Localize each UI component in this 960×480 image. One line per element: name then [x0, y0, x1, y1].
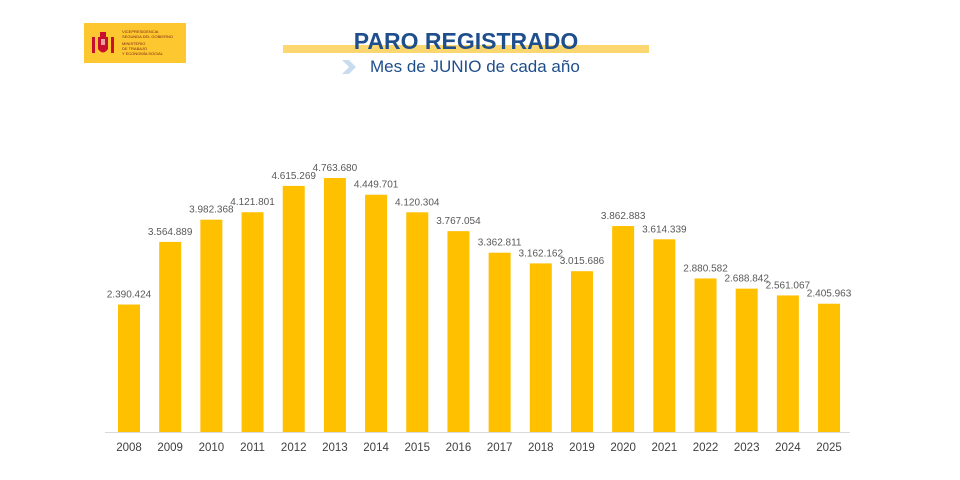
x-tick-label: 2010 — [199, 442, 225, 454]
data-label: 3.862.883 — [601, 211, 646, 222]
x-tick-label: 2018 — [528, 442, 554, 454]
data-label: 3.015.686 — [560, 256, 605, 267]
x-tick-label: 2011 — [240, 442, 265, 454]
government-logo: VICEPRESIDENCIA SEGUNDA DEL GOBIERNO MIN… — [84, 23, 186, 63]
bar-2013 — [323, 178, 346, 432]
data-label: 2.561.067 — [766, 280, 811, 291]
bar-2025 — [818, 303, 841, 432]
data-label: 4.121.801 — [230, 197, 275, 208]
data-label: 4.449.701 — [354, 180, 399, 191]
data-label: 3.982.368 — [189, 205, 234, 216]
x-tick-label: 2019 — [569, 442, 595, 454]
x-tick-label: 2013 — [322, 442, 348, 454]
page-subtitle: Mes de JUNIO de cada año — [370, 57, 580, 76]
bar-2010 — [200, 219, 223, 432]
data-label: 2.390.424 — [107, 290, 152, 301]
data-label: 2.405.963 — [807, 289, 852, 300]
bar-2018 — [529, 263, 552, 432]
bar-2009 — [159, 241, 182, 432]
bar-2016 — [447, 231, 470, 432]
data-label: 3.564.889 — [148, 227, 193, 238]
bar-2022 — [694, 278, 717, 432]
logo-text: VICEPRESIDENCIA SEGUNDA DEL GOBIERNO MIN… — [122, 29, 173, 56]
x-tick-label: 2025 — [816, 442, 842, 454]
data-label: 4.615.269 — [271, 171, 316, 182]
coat-of-arms-icon — [92, 32, 114, 53]
x-tick-label: 2020 — [610, 442, 636, 454]
chevron-right-icon — [342, 60, 356, 74]
x-tick-label: 2021 — [652, 442, 678, 454]
x-tick-label: 2016 — [446, 442, 472, 454]
data-label: 4.120.304 — [395, 197, 440, 208]
data-label: 3.614.339 — [642, 224, 687, 235]
data-label: 4.763.680 — [313, 163, 358, 174]
bar-2019 — [570, 271, 593, 432]
x-tick-label: 2008 — [116, 442, 142, 454]
data-label: 2.880.582 — [683, 263, 728, 274]
title-highlight-bar — [283, 45, 649, 53]
bar-2020 — [612, 226, 635, 432]
x-tick-label: 2023 — [734, 442, 760, 454]
x-tick-label: 2017 — [487, 442, 513, 454]
x-tick-label: 2009 — [157, 442, 183, 454]
bar-2011 — [241, 212, 264, 432]
x-tick-label: 2024 — [775, 442, 801, 454]
x-tick-label: 2014 — [363, 442, 389, 454]
x-tick-label: 2022 — [693, 442, 719, 454]
x-tick-label: 2015 — [404, 442, 430, 454]
bar-2008 — [118, 304, 140, 432]
bar-2014 — [365, 194, 388, 432]
bar-2024 — [776, 295, 799, 432]
x-tick-label: 2012 — [281, 442, 307, 454]
page-title: PARO REGISTRADO — [353, 28, 579, 54]
data-label: 2.688.842 — [724, 274, 769, 285]
bar-2021 — [653, 239, 676, 432]
bar-2012 — [282, 185, 305, 432]
data-label: 3.162.162 — [519, 248, 564, 259]
bar-2023 — [735, 288, 758, 432]
data-label: 3.767.054 — [436, 216, 481, 227]
bar-2017 — [488, 252, 511, 432]
bar-2015 — [406, 212, 429, 432]
data-label: 3.362.811 — [478, 238, 522, 249]
